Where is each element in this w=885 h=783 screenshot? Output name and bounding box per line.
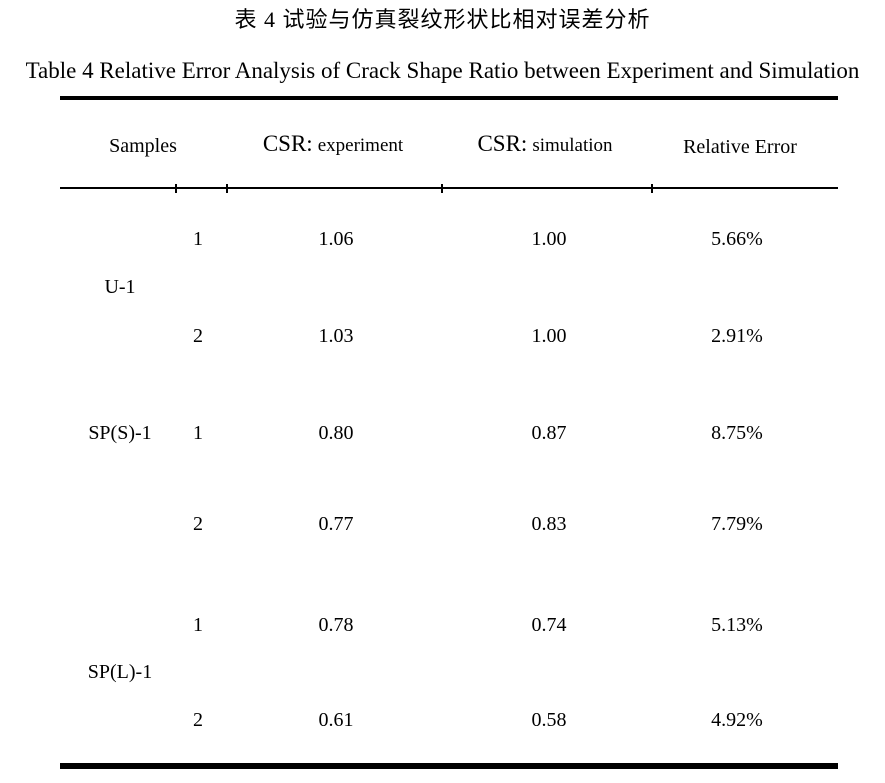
table-row: 1 0.78 0.74 5.13% [0,612,885,638]
column-divider-tick [175,184,177,193]
csr-simulation-cell: 0.87 [531,422,567,444]
table-bottom-rule [60,763,838,769]
column-divider-tick [226,184,228,193]
relative-error-cell: 8.75% [711,422,763,444]
relative-error-cell: 7.79% [711,513,763,535]
column-header-csr-experiment: CSR: experiment [223,130,443,160]
row-number-cell: 1 [193,228,203,250]
relative-error-cell: 4.92% [711,709,763,731]
column-divider-tick [441,184,443,193]
relative-error-cell: 5.66% [711,228,763,250]
group-label-u1: U-1 [104,276,136,298]
csr-experiment-cell: 1.03 [318,325,354,347]
csr-simulation-cell: 1.00 [531,325,567,347]
table-row: 1 1.06 1.00 5.66% [0,226,885,252]
row-number-cell: 2 [193,513,203,535]
csr-simulation-cell: 1.00 [531,228,567,250]
row-number-cell: 2 [193,709,203,731]
csr-experiment-cell: 0.80 [318,422,354,444]
table-caption-english: Table 4 Relative Error Analysis of Crack… [25,58,860,83]
csr-simulation-cell: 0.83 [531,513,567,535]
group-label-spl1: SP(L)-1 [87,661,153,683]
csr-simulation-cell: 0.58 [531,709,567,731]
table-title-chinese: 表 4 试验与仿真裂纹形状比相对误差分析 [234,7,651,32]
relative-error-cell: 5.13% [711,614,763,636]
csr-prefix-label: CSR: [262,131,313,156]
csr-experiment-cell: 0.78 [318,614,354,636]
row-number-cell: 1 [193,422,203,444]
csr-simulation-cell: 0.74 [531,614,567,636]
csr-method-label: experiment [317,135,404,156]
csr-prefix-label: CSR: [477,131,528,156]
row-number-cell: 1 [193,614,203,636]
relative-error-cell: 2.91% [711,325,763,347]
group-label-sps1: SP(S)-1 [88,422,152,444]
column-divider-tick [651,184,653,193]
column-header-csr-simulation: CSR: simulation [435,130,655,160]
csr-method-label: simulation [532,135,613,156]
table-row: 2 0.61 0.58 4.92% [0,707,885,733]
table-header-divider-rule [60,187,838,189]
table-top-rule [60,96,838,100]
csr-experiment-cell: 0.77 [318,513,354,535]
table-row: 1 0.80 0.87 8.75% [0,420,885,446]
column-header-samples: Samples [109,135,177,157]
column-header-relative-error: Relative Error [683,136,797,158]
csr-experiment-cell: 0.61 [318,709,354,731]
table-row: 2 0.77 0.83 7.79% [0,511,885,537]
csr-experiment-cell: 1.06 [318,228,354,250]
row-number-cell: 2 [193,325,203,347]
table-row: 2 1.03 1.00 2.91% [0,323,885,349]
